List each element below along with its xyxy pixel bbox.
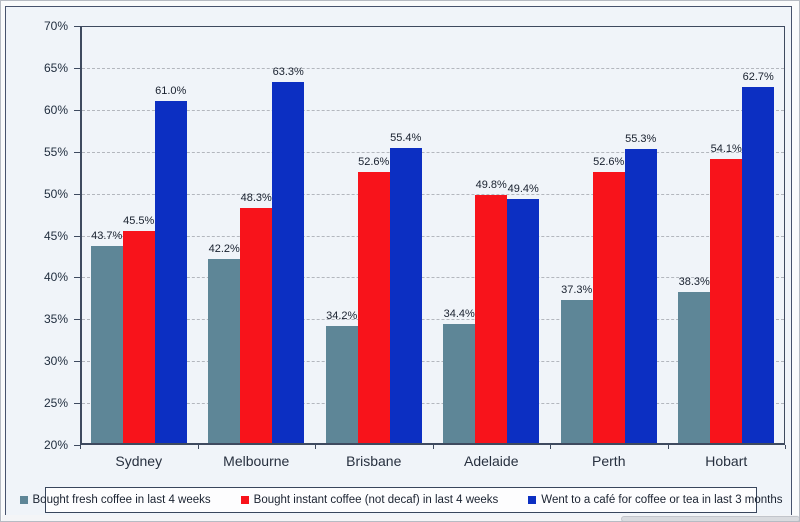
horizontal-scrollbar-thumb[interactable]	[621, 516, 799, 521]
bar-0-0	[90, 246, 123, 443]
bar-0-1	[122, 231, 155, 443]
x-axis-tick	[315, 445, 316, 449]
y-axis-tick	[74, 403, 80, 405]
y-axis-label: 30%	[43, 354, 68, 369]
gridline	[82, 151, 784, 153]
value-label: 48.3%	[240, 191, 272, 204]
bar-5-1	[710, 159, 743, 443]
value-label: 61.0%	[155, 85, 187, 98]
x-axis-label: Melbourne	[223, 453, 290, 469]
value-label: 43.7%	[91, 230, 123, 243]
value-label: 55.4%	[390, 132, 422, 145]
y-axis-label: 60%	[43, 102, 68, 117]
x-axis-tick	[80, 445, 81, 449]
legend-item: Went to a café for coffee or tea in last…	[528, 494, 783, 506]
legend-label: Bought instant coffee (not decaf) in las…	[253, 494, 499, 506]
y-axis-tick	[74, 445, 80, 446]
value-label: 62.7%	[742, 71, 774, 84]
bar-4-1	[592, 171, 625, 443]
value-label: 49.4%	[507, 182, 539, 195]
value-label: 45.5%	[123, 215, 155, 228]
gridline	[82, 67, 784, 69]
y-axis-tick	[74, 109, 80, 111]
x-axis-tick	[667, 445, 669, 449]
legend-swatch-icon	[240, 496, 249, 504]
bar-3-0	[443, 324, 476, 443]
y-axis-tick	[74, 319, 80, 321]
y-axis-label: 35%	[43, 312, 68, 327]
y-axis-label: 50%	[43, 186, 68, 201]
value-label: 63.3%	[272, 66, 304, 79]
value-label: 38.3%	[678, 275, 710, 288]
y-axis-tick	[74, 67, 80, 69]
y-axis-tick	[74, 151, 80, 153]
y-axis-label: 25%	[43, 396, 68, 411]
legend-swatch-icon	[19, 496, 28, 504]
x-axis-label: Adelaide	[464, 453, 519, 469]
gridline	[82, 235, 784, 237]
y-axis-label: 40%	[43, 270, 68, 285]
y-axis-label: 70%	[43, 19, 68, 33]
legend: Bought fresh coffee in last 4 weeks Bough…	[19, 487, 783, 513]
y-axis-tick	[74, 26, 80, 27]
legend-label: Bought fresh coffee in last 4 weeks	[32, 494, 211, 506]
value-label: 42.2%	[208, 242, 240, 255]
value-label: 55.3%	[625, 133, 657, 146]
bar-0-2	[154, 101, 187, 443]
y-axis-tick	[74, 361, 80, 363]
legend-item: Bought instant coffee (not decaf) in las…	[240, 494, 499, 506]
x-axis-tick	[197, 445, 199, 449]
y-axis-tick	[74, 235, 80, 237]
value-label: 37.3%	[561, 284, 593, 297]
value-label: 34.2%	[326, 310, 358, 322]
gridline	[82, 319, 784, 321]
window-bottom-strip	[2, 515, 798, 521]
x-axis-tick	[550, 445, 551, 449]
gridline	[82, 403, 784, 405]
legend-swatch-icon	[528, 496, 537, 504]
y-axis-tick	[74, 193, 80, 195]
gridline	[82, 277, 784, 279]
bar-4-0	[560, 300, 593, 443]
legend-label: Went to a café for coffee or tea in last…	[541, 494, 783, 506]
x-axis-label: Sydney	[115, 453, 163, 469]
bar-2-2	[389, 148, 422, 443]
plot-area	[80, 26, 785, 445]
x-axis-label: Perth	[592, 453, 626, 469]
bar-1-1	[240, 207, 273, 443]
value-label: 54.1%	[710, 143, 742, 156]
x-axis-tick	[785, 445, 786, 449]
value-label: 49.8%	[475, 179, 507, 192]
bar-2-0	[325, 326, 358, 443]
bar-1-2	[272, 82, 305, 443]
bar-1-0	[208, 258, 241, 443]
x-axis-tick	[432, 445, 434, 449]
gridline	[82, 109, 784, 111]
y-axis-label: 20%	[43, 438, 68, 452]
y-axis-tick	[74, 277, 80, 279]
bar-5-0	[678, 291, 711, 443]
gridline	[82, 361, 784, 363]
value-label: 52.6%	[593, 155, 625, 168]
y-axis-label: 55%	[43, 144, 68, 159]
x-axis-label: Brisbane	[346, 453, 402, 469]
value-label: 52.6%	[358, 155, 390, 168]
bar-5-2	[742, 87, 775, 443]
bar-4-2	[624, 149, 657, 443]
chart-container: Bought fresh coffee in last 4 weeks Bough…	[5, 6, 792, 517]
bar-2-1	[357, 171, 390, 443]
y-axis-label: 45%	[43, 228, 68, 243]
legend-item: Bought fresh coffee in last 4 weeks	[19, 494, 211, 506]
bar-3-1	[475, 195, 508, 443]
bar-3-2	[507, 198, 540, 443]
gridline	[82, 193, 784, 195]
value-label: 34.4%	[443, 308, 475, 321]
x-axis-label: Hobart	[705, 453, 748, 469]
y-axis-label: 65%	[43, 60, 68, 75]
